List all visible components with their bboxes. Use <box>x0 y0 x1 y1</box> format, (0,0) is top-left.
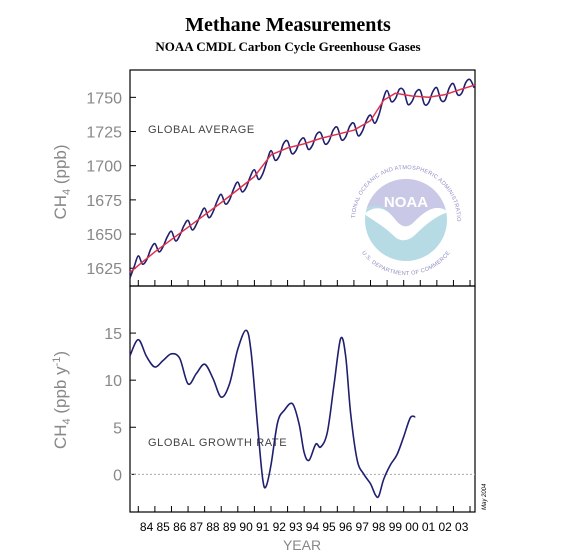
top-y-tick-label: 1700 <box>86 159 122 176</box>
bottom-y-tick-label: 0 <box>113 467 122 484</box>
top-y-tick-label: 1650 <box>86 227 122 244</box>
x-tick-label: 94 <box>306 520 320 534</box>
x-tick-label: 91 <box>256 520 270 534</box>
x-tick-label: 92 <box>273 520 287 534</box>
top-monthly-line <box>129 78 475 279</box>
chart-subtitle: NOAA CMDL Carbon Cycle Greenhouse Gases <box>155 39 421 54</box>
date-stamp: May 2004 <box>482 483 488 510</box>
chart-title: Methane Measurements <box>185 14 391 36</box>
bottom-y-tick-label: 15 <box>104 326 122 343</box>
top-y-tick-label: 1625 <box>86 261 122 278</box>
bottom-y-tick-label: 5 <box>113 420 122 437</box>
x-tick-label: 89 <box>223 520 237 534</box>
logo-wordmark: NOAA <box>384 194 428 211</box>
x-tick-label: 90 <box>239 520 253 534</box>
bottom-series-group <box>129 329 416 499</box>
bottom-y-axis-label: CH4 (ppb y-1) <box>51 351 73 449</box>
noaa-logo: NOAA NATIONAL OCEANIC AND ATMOSPHERIC AD… <box>351 165 461 277</box>
x-tick-label: 97 <box>356 520 370 534</box>
x-tick-label: 00 <box>405 520 419 534</box>
x-tick-label: 87 <box>190 520 204 534</box>
x-tick-label: 85 <box>156 520 170 534</box>
bottom-y-axis: 0 5 10 15 <box>104 326 136 484</box>
bottom-y-tick-label: 10 <box>104 373 122 390</box>
top-y-tick-label: 1750 <box>86 90 122 107</box>
x-tick-label: 84 <box>140 520 154 534</box>
logo-sky <box>365 179 447 227</box>
top-series-group <box>129 78 476 279</box>
x-tick-label: 95 <box>322 520 336 534</box>
x-tick-label: 88 <box>206 520 220 534</box>
top-y-tick-label: 1675 <box>86 193 122 210</box>
top-y-axis: 1625 1650 1675 1700 1725 1750 <box>86 90 136 278</box>
bottom-panel-label: GLOBAL GROWTH RATE <box>148 437 287 449</box>
x-axis: 84 85 86 87 88 89 90 91 92 93 94 95 96 97 98 99 00 01 02 03 <box>137 280 471 534</box>
x-tick-label: 93 <box>289 520 303 534</box>
top-panel-label: GLOBAL AVERAGE <box>148 124 255 136</box>
x-tick-label: 96 <box>339 520 353 534</box>
top-y-tick-label: 1725 <box>86 125 122 142</box>
x-tick-label: 86 <box>173 520 187 534</box>
x-tick-label: 01 <box>422 520 436 534</box>
x-tick-label: 02 <box>438 520 452 534</box>
x-tick-label: 99 <box>389 520 403 534</box>
bottom-panel-frame <box>129 285 476 513</box>
x-tick-label: 98 <box>372 520 386 534</box>
bottom-growth-line <box>129 329 416 499</box>
x-axis-label: YEAR <box>283 537 321 553</box>
logo-bird <box>365 207 447 241</box>
top-trend-line <box>129 84 476 273</box>
top-y-axis-label: CH4 (ppb) <box>51 144 73 219</box>
x-tick-label: 03 <box>455 520 469 534</box>
